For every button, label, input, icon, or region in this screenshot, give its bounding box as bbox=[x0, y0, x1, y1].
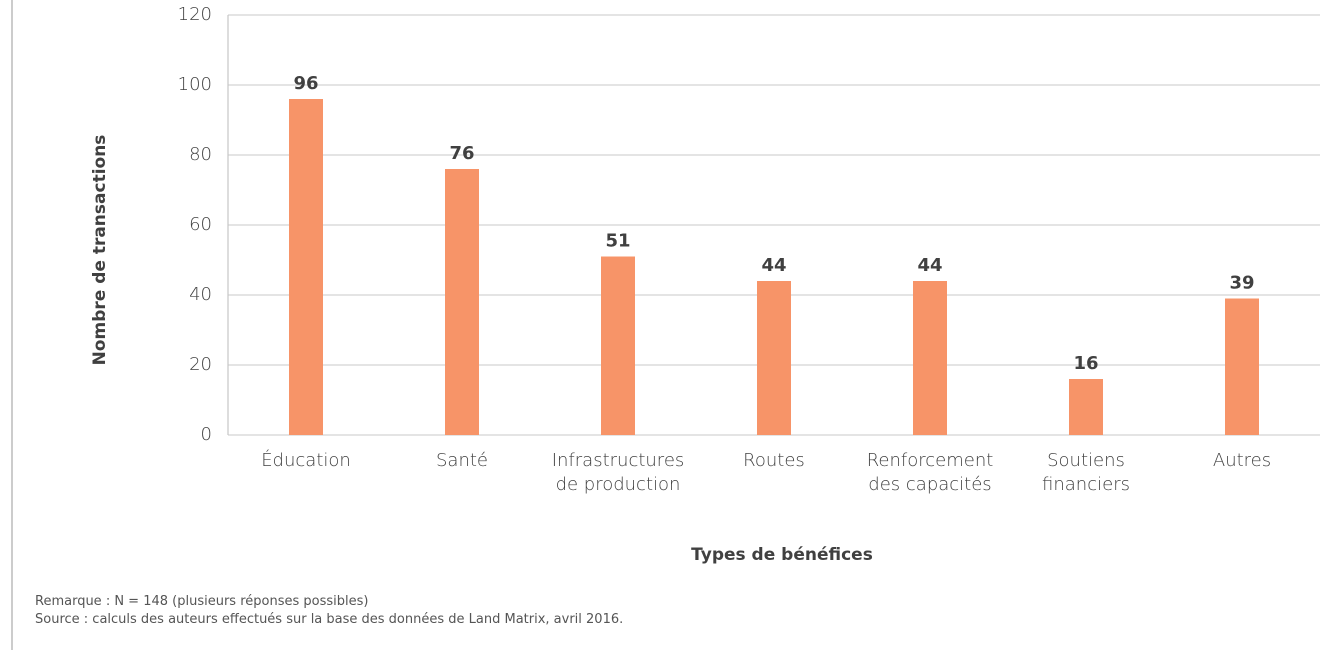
y-tick-label: 0 bbox=[201, 424, 212, 445]
x-tick-label: Routes bbox=[743, 450, 805, 471]
x-axis-title: Types de bénéfices bbox=[691, 545, 873, 565]
y-tick-label: 120 bbox=[178, 4, 212, 25]
bar bbox=[913, 281, 947, 435]
bar bbox=[1225, 298, 1259, 435]
data-label: 76 bbox=[449, 143, 474, 164]
data-label: 44 bbox=[917, 255, 942, 276]
x-tick-label: Infrastructures de production bbox=[551, 450, 685, 495]
note: Source : calculs des auteurs effectués s… bbox=[35, 612, 624, 627]
y-tick-label: 100 bbox=[178, 74, 212, 95]
x-tick-label: Santé bbox=[436, 450, 488, 471]
y-tick-label: 40 bbox=[189, 284, 212, 305]
y-axis-title: Nombre de transactions bbox=[90, 135, 110, 366]
bar bbox=[445, 169, 479, 435]
bar bbox=[289, 99, 323, 435]
bar bbox=[1069, 379, 1103, 435]
data-label: 96 bbox=[293, 73, 318, 94]
x-tick-label: Éducation bbox=[261, 450, 351, 471]
note: Remarque : N = 148 (plusieurs réponses p… bbox=[35, 594, 369, 609]
data-label: 39 bbox=[1229, 273, 1254, 294]
y-tick-label: 20 bbox=[189, 354, 212, 375]
x-tick-label: Renforcement des capacités bbox=[866, 450, 994, 495]
data-label: 51 bbox=[605, 231, 630, 252]
bar bbox=[757, 281, 791, 435]
data-label: 44 bbox=[761, 255, 786, 276]
x-tick-label: Soutiens financiers bbox=[1042, 450, 1130, 495]
bar bbox=[601, 256, 635, 435]
x-tick-label: Autres bbox=[1212, 450, 1272, 471]
data-label: 16 bbox=[1073, 353, 1098, 374]
y-tick-label: 60 bbox=[189, 214, 212, 235]
y-tick-label: 80 bbox=[189, 144, 212, 165]
